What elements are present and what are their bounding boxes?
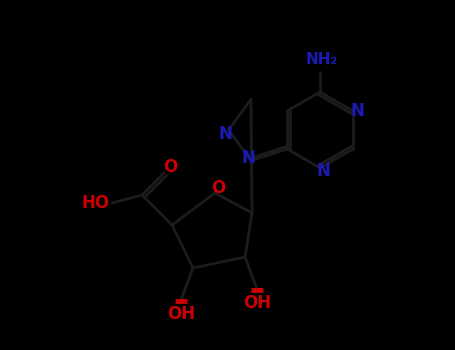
Text: O: O bbox=[163, 158, 177, 176]
Text: N: N bbox=[316, 162, 330, 180]
Text: O: O bbox=[211, 179, 225, 197]
Text: OH: OH bbox=[243, 294, 271, 312]
Text: N: N bbox=[219, 125, 233, 143]
Text: N: N bbox=[241, 149, 255, 167]
Text: NH₂: NH₂ bbox=[306, 51, 338, 66]
Text: HO: HO bbox=[82, 194, 110, 212]
Text: OH: OH bbox=[167, 305, 195, 323]
Text: N: N bbox=[351, 102, 365, 120]
